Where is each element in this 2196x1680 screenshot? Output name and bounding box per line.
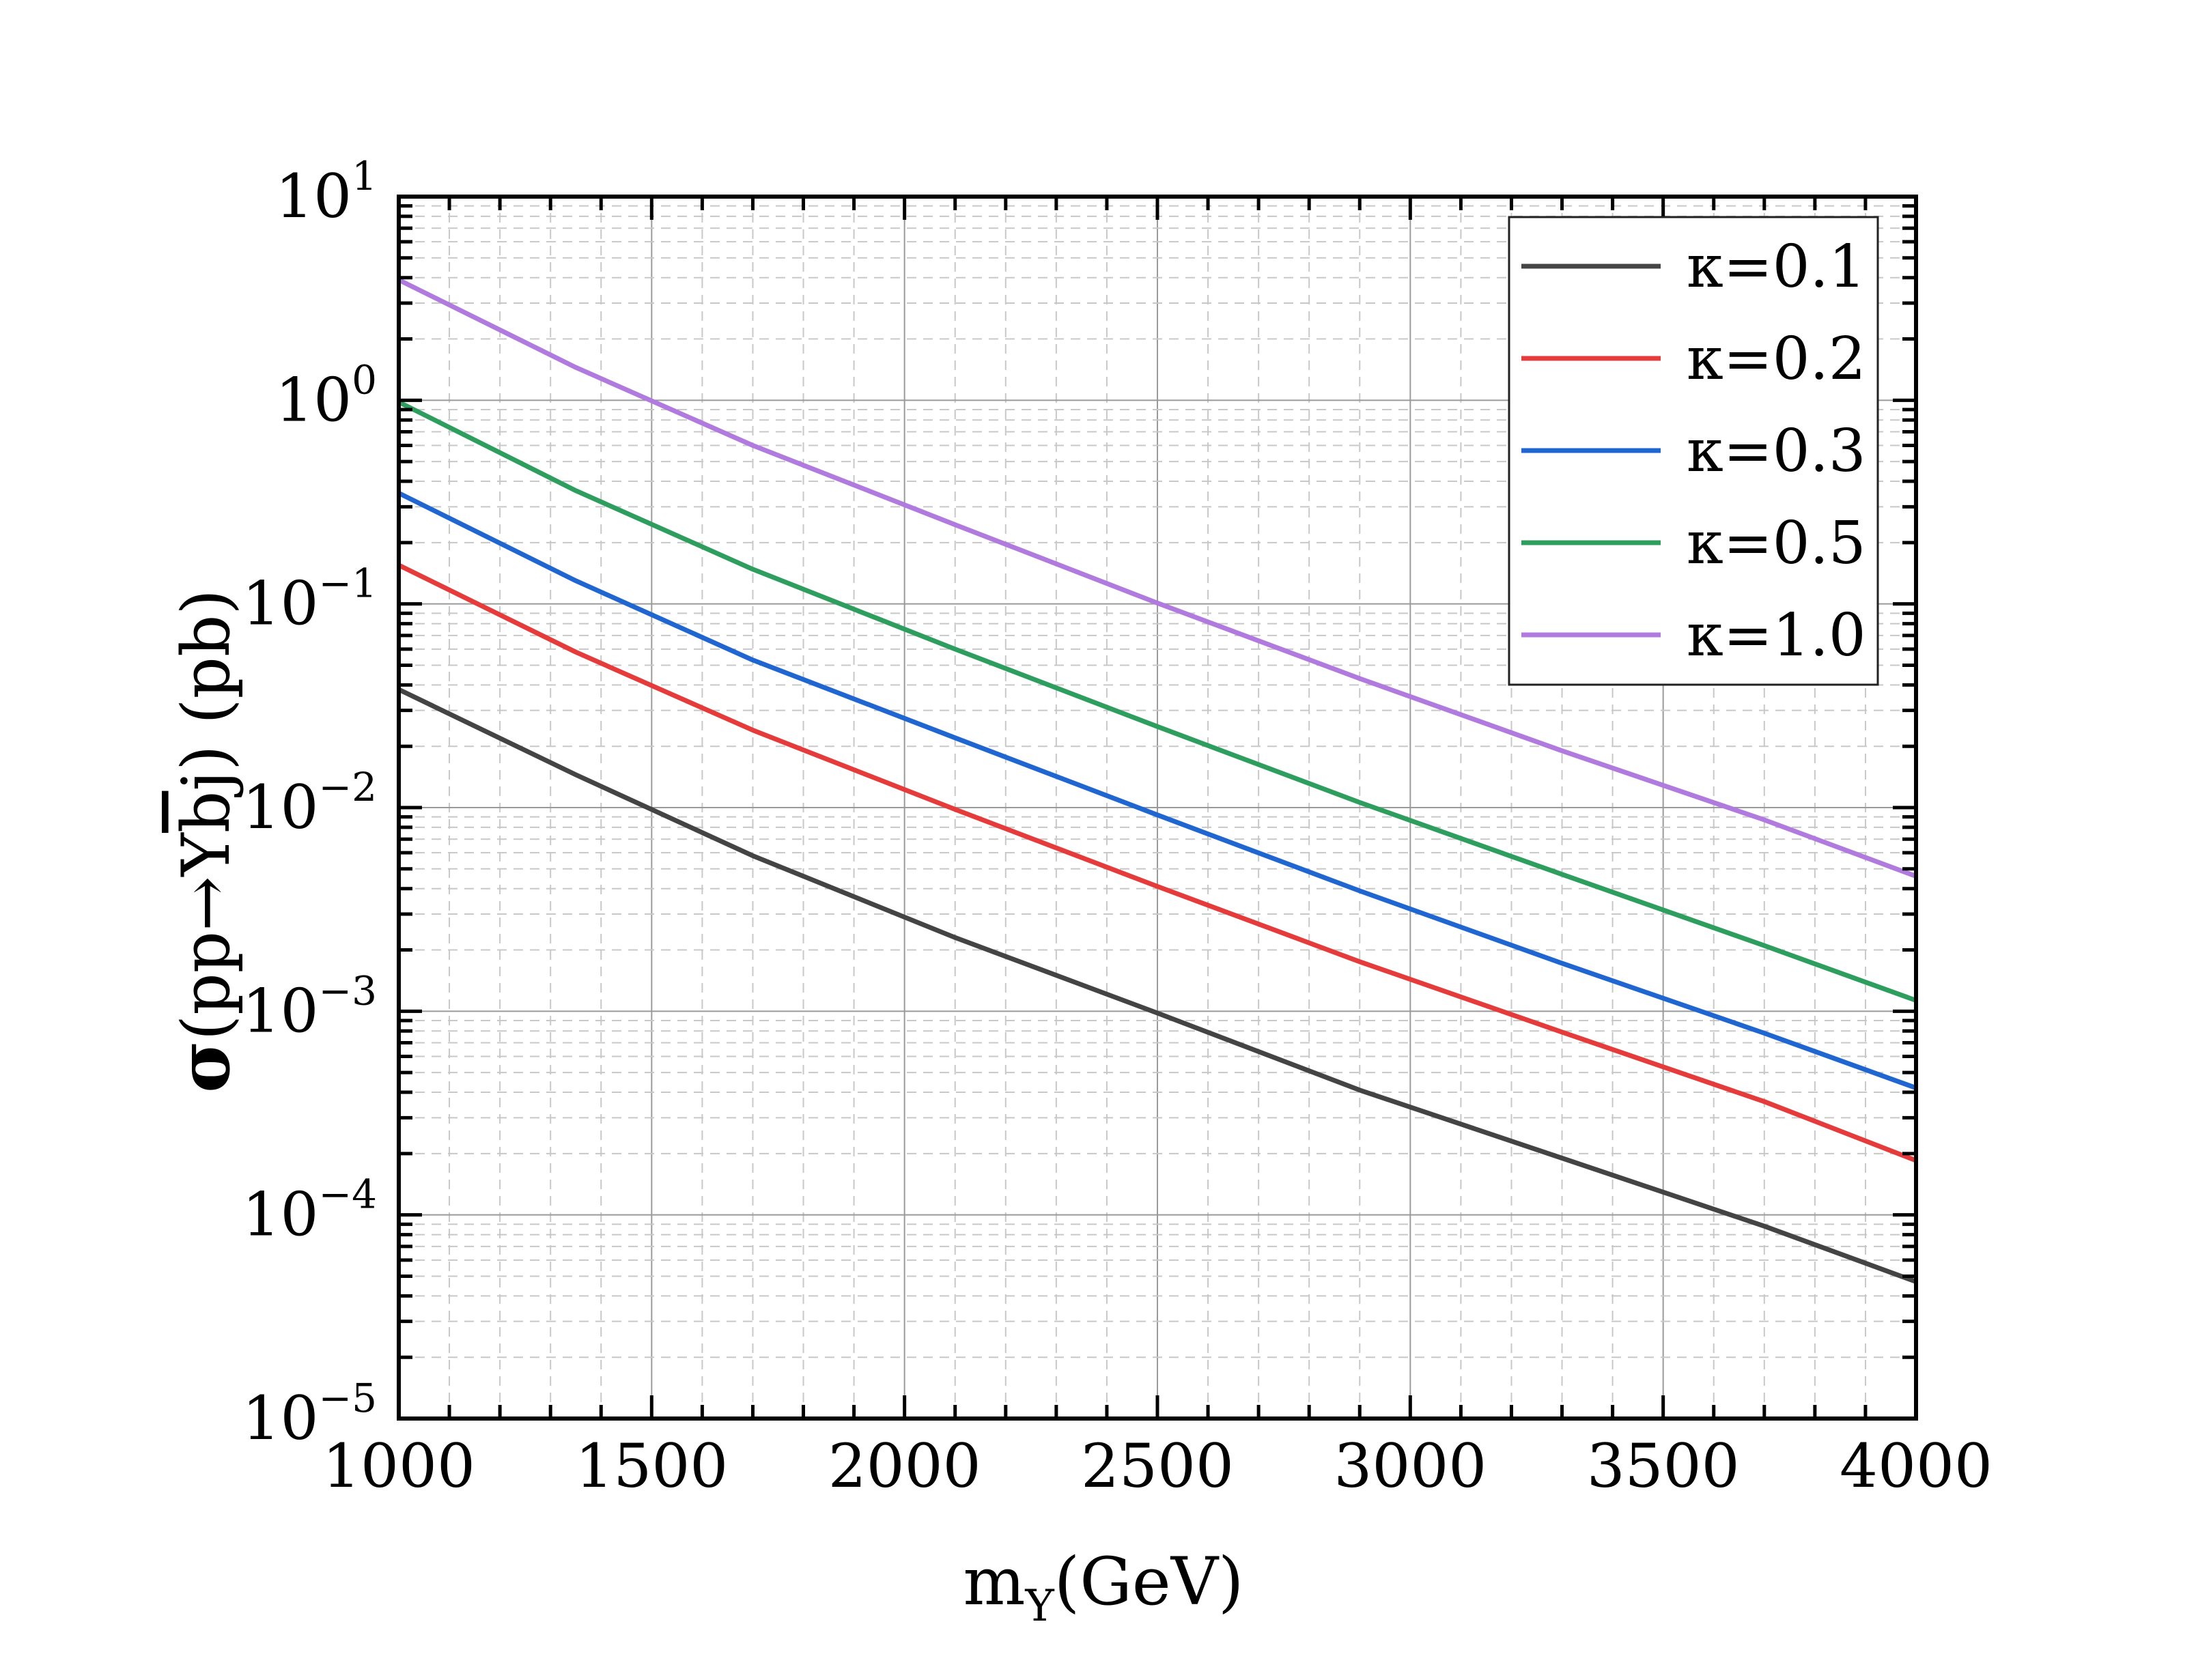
x-tick-label: 3500 (1587, 1431, 1740, 1501)
y-tick-label: 100 (275, 356, 377, 435)
x-tick-label: 1000 (322, 1431, 475, 1501)
legend-label-5: κ=1.0 (1687, 601, 1866, 670)
y-tick-label: 101 (275, 153, 377, 231)
grid (399, 197, 1916, 1419)
x-tick-labels: 1000 1500 2000 2500 3000 3500 4000 (322, 1431, 1993, 1501)
y-axis-title-open: (pp→Y (168, 831, 244, 1040)
series-line-5 (397, 277, 1917, 879)
legend-label-3: κ=0.3 (1687, 417, 1866, 485)
x-tick-label: 4000 (1840, 1431, 1993, 1501)
x-tick-label: 2500 (1081, 1431, 1234, 1501)
legend-label-4: κ=0.5 (1687, 509, 1866, 578)
y-tick-label: 10−2 (242, 764, 377, 842)
y-tick-label: 10−4 (242, 1171, 377, 1250)
y-axis-title-sigma: σ (162, 1040, 246, 1093)
x-axis-title-main: m (963, 1543, 1025, 1620)
axis-ticks (397, 195, 1918, 1421)
x-axis-title: mY(GeV) (963, 1543, 1243, 1632)
x-axis-title-sub: Y (1025, 1581, 1055, 1632)
x-tick-label: 2000 (828, 1431, 981, 1501)
x-tick-label: 1500 (575, 1431, 728, 1501)
legend-label-2: κ=0.2 (1687, 325, 1866, 393)
series-line-1 (397, 687, 1917, 1284)
series-line-4 (397, 399, 1917, 1003)
series-lines (397, 277, 1917, 1284)
y-axis-title: σ(pp→Ybj) (pb) (162, 589, 246, 1093)
series-line-3 (397, 491, 1917, 1090)
series-line-2 (397, 563, 1917, 1163)
legend-label-1: κ=0.1 (1687, 233, 1866, 301)
y-axis-title-close: j) (pb) (168, 589, 244, 798)
x-axis-title-rest: (GeV) (1054, 1543, 1244, 1620)
y-tick-labels: 101 100 10−1 10−2 10−3 10−4 10−5 (242, 153, 377, 1453)
legend: κ=0.1 κ=0.2 κ=0.3 κ=0.5 κ=1.0 (1508, 216, 1879, 686)
y-tick-label: 10−1 (242, 560, 377, 639)
x-tick-label: 3000 (1334, 1431, 1487, 1501)
y-tick-label: 10−5 (242, 1375, 377, 1453)
y-axis-title-bbar: b (168, 791, 244, 833)
y-tick-label: 10−3 (242, 967, 377, 1046)
